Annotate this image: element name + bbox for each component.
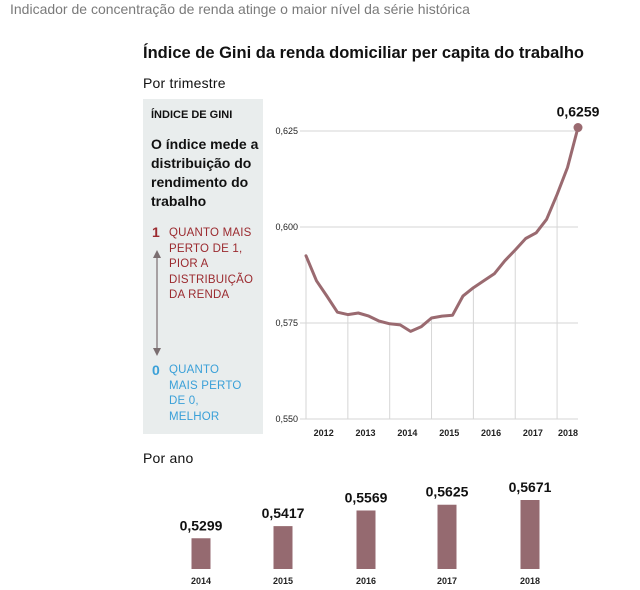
x-tick-label: 2015: [439, 428, 459, 438]
bar-category-label: 2015: [273, 576, 293, 586]
bar-value-label: 0,5671: [509, 479, 552, 495]
legend-zero-note: QUANTO MAIS PERTO DE 0, MELHOR: [169, 364, 242, 423]
headline: Indicador de concentração de renda ating…: [10, 1, 470, 17]
legend-description: O índice mede a distribuição do rendimen…: [151, 136, 259, 209]
legend-heading: ÍNDICE DE GINI: [151, 109, 233, 121]
y-tick-label: 0,600: [275, 222, 298, 232]
legend-one-value: 1: [152, 224, 160, 240]
y-tick-label: 0,575: [275, 318, 298, 328]
bar-category-label: 2014: [191, 576, 211, 586]
legend-one-note: QUANTO MAIS PERTO DE 1, PIOR A DISTRIBUI…: [169, 227, 254, 301]
bar-2016: [356, 510, 376, 569]
y-tick-label: 0,625: [275, 126, 298, 136]
x-tick-label: 2017: [523, 428, 543, 438]
chart-title: Índice de Gini da renda domiciliar per c…: [143, 44, 585, 62]
gini-legend-panel: [143, 99, 263, 434]
bar-2017: [437, 504, 457, 569]
bar-2015: [273, 526, 293, 569]
yearly-subtitle: Por ano: [143, 450, 194, 466]
bar-value-label: 0,5299: [180, 517, 223, 533]
x-tick-label: 2018: [558, 428, 578, 438]
quarterly-subtitle: Por trimestre: [143, 75, 226, 91]
gini-series-line: [304, 126, 580, 333]
x-tick-label: 2013: [356, 428, 376, 438]
x-tick-label: 2014: [397, 428, 417, 438]
legend-zero-value: 0: [152, 362, 160, 378]
y-tick-label: 0,550: [275, 414, 298, 424]
bar-value-label: 0,5417: [262, 505, 305, 521]
bar-category-label: 2017: [437, 576, 457, 586]
bar-category-label: 2018: [520, 576, 540, 586]
end-point-marker: [573, 123, 583, 133]
x-tick-label: 2012: [314, 428, 334, 438]
bar-value-label: 0,5625: [426, 484, 469, 500]
bar-2018: [520, 500, 540, 569]
bar-2014: [191, 538, 211, 569]
end-value-label: 0,6259: [557, 104, 600, 120]
x-tick-label: 2016: [481, 428, 501, 438]
bar-value-label: 0,5569: [345, 489, 388, 505]
bar-category-label: 2016: [356, 576, 376, 586]
